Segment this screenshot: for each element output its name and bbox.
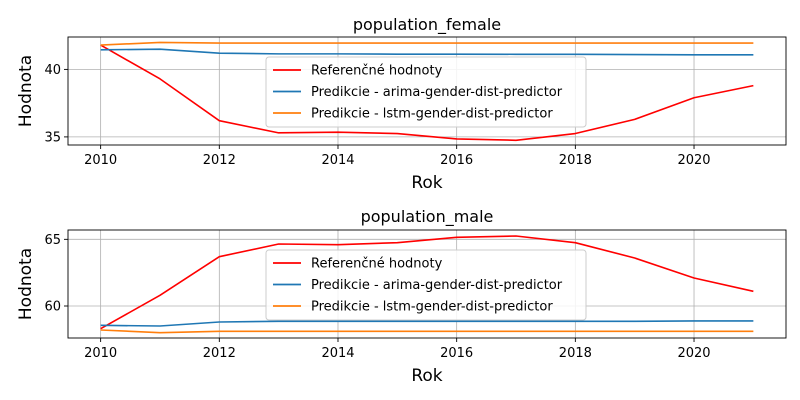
x-tick-label: 2016 [440,153,473,168]
legend-label: Predikcie - arima-gender-dist-predictor [311,85,563,100]
x-tick-label: 2014 [321,153,354,168]
series-line-1 [100,235,754,330]
plot-frame [67,229,787,339]
x-tick-label: 2014 [321,346,354,361]
y-axis-label: Hodnota [16,248,36,320]
legend-label: Referenčné hodnoty [311,257,443,272]
x-tick-label: 2016 [440,346,473,361]
series-line-2 [100,48,754,56]
x-tick-label: 2020 [677,153,710,168]
legend-box [265,249,587,321]
legend-label: Referenčné hodnoty [311,64,443,79]
legend: Referenčné hodnoty Predikcie - arima-gend… [265,56,587,128]
chart-panel-1: 2010 2012 2014 2016 2018 2020 35 40 population_f… [16,15,787,193]
y-tick-label: 35 [44,130,61,145]
series-line-2 [100,320,754,327]
chart-title: population_female [353,15,501,35]
x-tick-label: 2018 [559,346,592,361]
chart-panel-2: 2010 2012 2014 2016 2018 2020 60 65 population_m… [16,207,787,386]
y-axis-label: Hodnota [16,55,36,127]
series-line-3 [100,41,754,46]
series-line-3 [100,329,754,334]
x-axis-label: Rok [411,173,442,193]
x-axis-label: Rok [411,366,442,386]
x-tick-label: 2010 [84,346,117,361]
y-tick-label: 65 [44,233,61,248]
x-tick-label: 2010 [84,153,117,168]
legend-label: Predikcie - lstm-gender-dist-predictor [311,300,553,315]
legend-label: Predikcie - lstm-gender-dist-predictor [311,107,553,122]
x-tick-label: 2020 [677,346,710,361]
x-tick-label: 2012 [203,153,236,168]
x-tick-label: 2012 [203,346,236,361]
series-line-1 [100,44,754,142]
legend-label: Predikcie - arima-gender-dist-predictor [311,278,563,293]
y-tick-label: 60 [44,300,61,315]
plot-frame [67,36,787,146]
legend-box [265,56,587,128]
x-tick-label: 2018 [559,153,592,168]
chart-title: population_male [361,207,494,227]
y-tick-label: 40 [44,63,61,78]
legend: Referenčné hodnoty Predikcie - arima-gend… [265,249,587,321]
